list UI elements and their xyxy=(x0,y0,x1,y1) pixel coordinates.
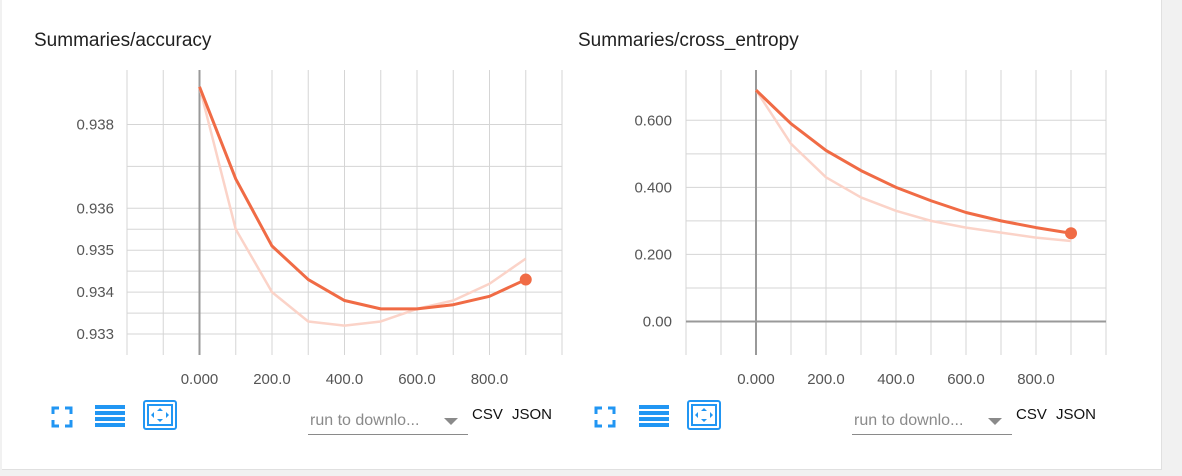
x-tick-label: 200.0 xyxy=(807,371,845,388)
y-tick-label: 0.936 xyxy=(76,200,114,217)
csv-download-link[interactable]: CSV xyxy=(1016,406,1047,423)
y-tick-label: 0.934 xyxy=(76,284,114,301)
y-tick-label: 0.400 xyxy=(634,179,672,196)
chevron-down-icon xyxy=(988,418,1002,425)
csv-download-link[interactable]: CSV xyxy=(472,406,503,423)
fullscreen-icon[interactable] xyxy=(588,402,622,432)
series-line-raw xyxy=(754,89,1072,243)
fit-domain-icon[interactable] xyxy=(687,400,721,430)
x-tick-label: 200.0 xyxy=(253,371,291,388)
y-tick-label: 0.600 xyxy=(634,112,672,129)
run-select-placeholder: run to downlo... xyxy=(854,412,964,429)
series-line-raw xyxy=(198,86,527,327)
y-tick-label: 0.938 xyxy=(76,116,114,133)
chart-title: Summaries/accuracy xyxy=(34,30,212,51)
x-tick-label: 600.0 xyxy=(947,371,985,388)
chart-title: Summaries/cross_entropy xyxy=(578,30,799,51)
series-end-point xyxy=(519,273,532,286)
x-tick-label: 0.000 xyxy=(737,371,775,388)
json-download-link[interactable]: JSON xyxy=(1056,406,1097,423)
y-tick-label: 0.00 xyxy=(643,313,672,330)
y-tick-label: 0.200 xyxy=(634,246,672,263)
series-end-point xyxy=(1065,227,1077,240)
lines-icon[interactable] xyxy=(93,402,127,432)
x-tick-label: 400.0 xyxy=(877,371,915,388)
fullscreen-icon[interactable] xyxy=(45,402,79,432)
run-select-placeholder: run to downlo... xyxy=(310,412,420,429)
series-line-smoothed xyxy=(198,86,527,311)
series-line-smoothed xyxy=(754,89,1072,235)
x-tick-label: 800.0 xyxy=(1017,371,1055,388)
y-tick-label: 0.933 xyxy=(76,326,114,343)
x-tick-label: 0.000 xyxy=(181,371,219,388)
x-tick-label: 400.0 xyxy=(326,371,364,388)
x-tick-label: 600.0 xyxy=(398,371,436,388)
accuracy-chart[interactable]: 0.933 0.934 0.935 0.936 0.938 0.000 200.0 400.0… xyxy=(2,0,563,470)
json-download-link[interactable]: JSON xyxy=(512,406,553,423)
run-select[interactable]: run to downlo... xyxy=(852,404,1012,435)
y-tick-label: 0.935 xyxy=(76,242,114,259)
chart-card-group: Summaries/accuracy 0.933 0.934 0.935 0.936 0… xyxy=(2,0,1162,470)
chart-panel-accuracy: Summaries/accuracy 0.933 0.934 0.935 0.936 0… xyxy=(2,0,563,470)
chevron-down-icon xyxy=(444,418,458,425)
fit-domain-icon[interactable] xyxy=(143,400,177,430)
lines-icon[interactable] xyxy=(637,402,671,432)
run-select[interactable]: run to downlo... xyxy=(308,404,468,435)
chart-panel-cross-entropy: Summaries/cross_entropy 0.00 0.200 0.400 0.… xyxy=(544,0,1107,470)
cross-entropy-chart[interactable]: 0.00 0.200 0.400 0.600 0.000 200.0 400.0 600.0 8… xyxy=(544,0,1124,470)
x-tick-label: 800.0 xyxy=(471,371,509,388)
